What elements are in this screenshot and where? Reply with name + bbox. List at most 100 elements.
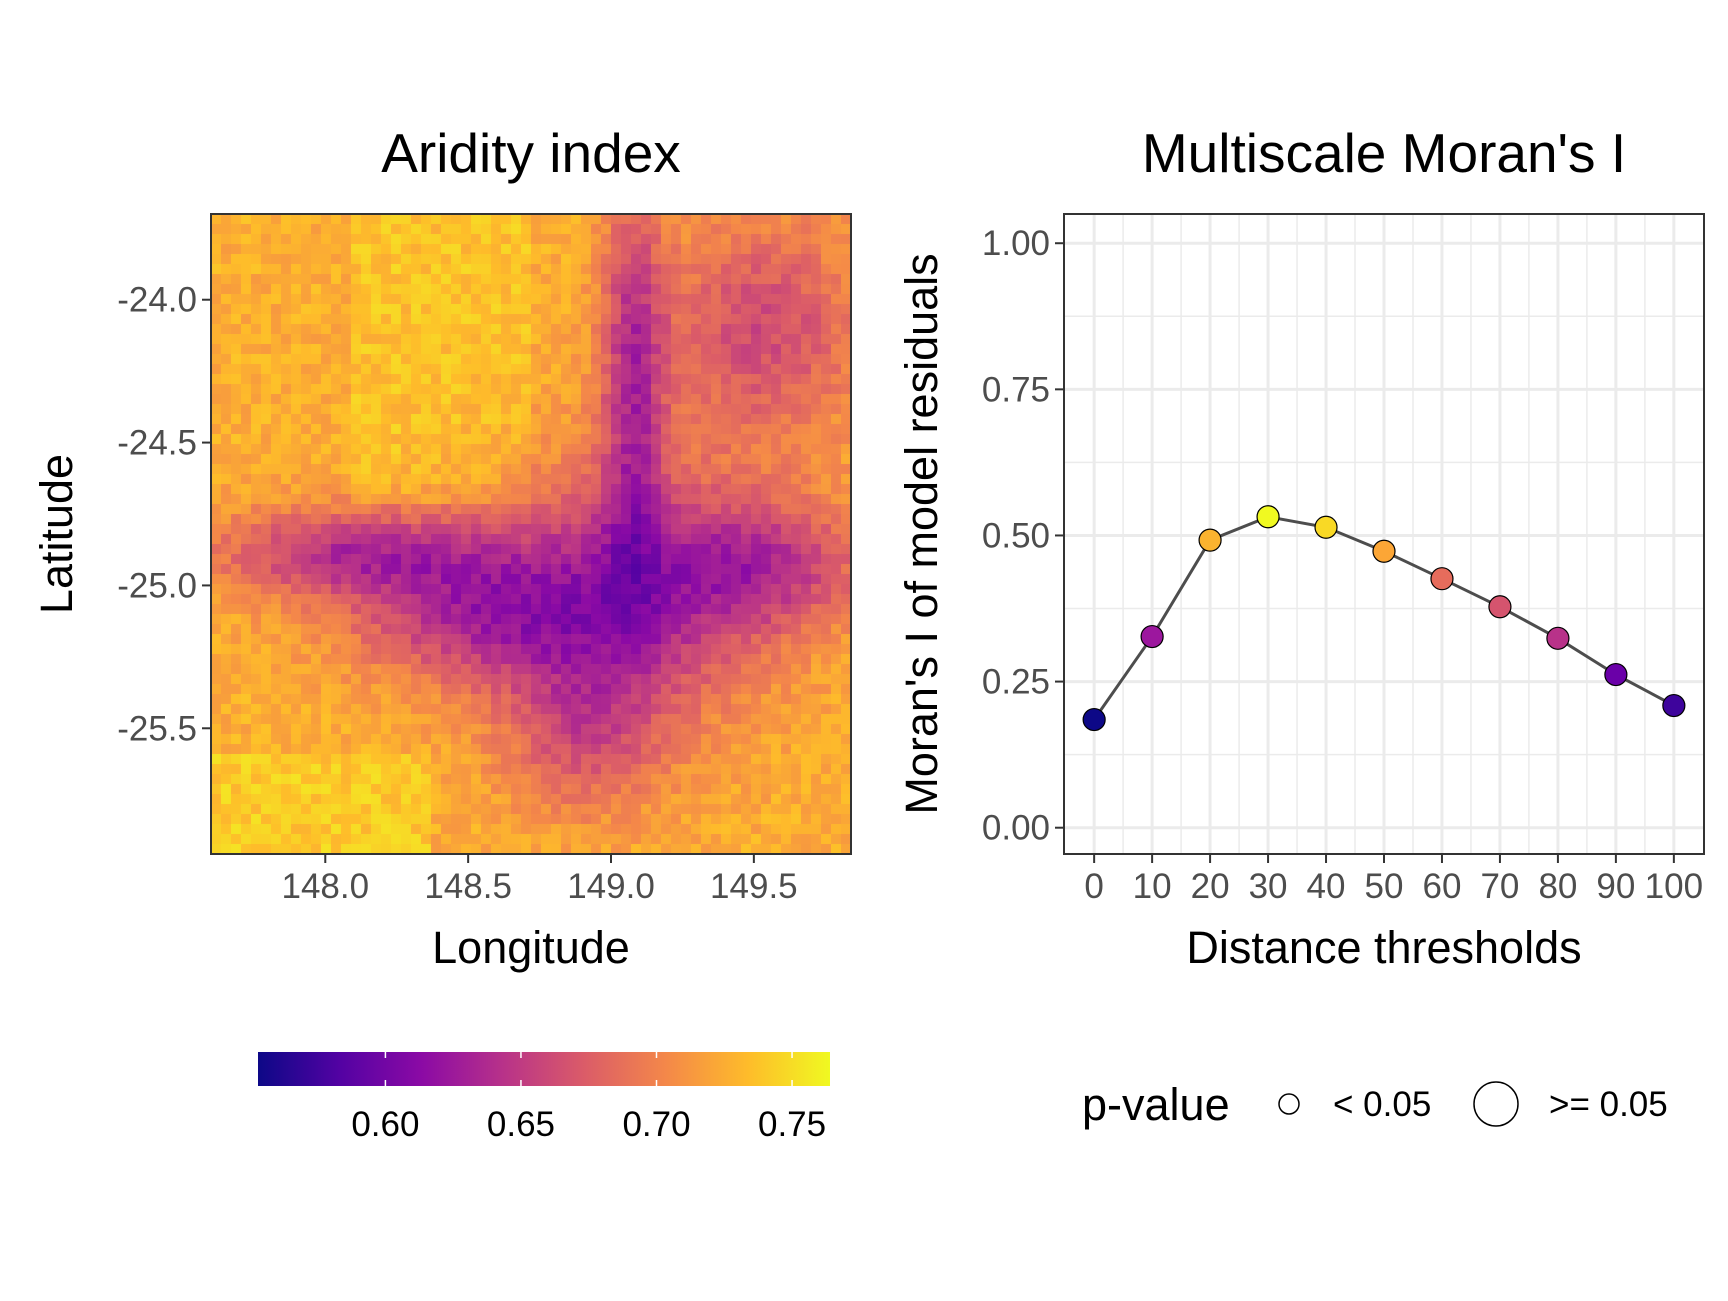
raster-cell — [551, 764, 562, 775]
raster-cell — [241, 764, 252, 775]
raster-cell — [281, 444, 292, 455]
raster-cell — [411, 574, 422, 585]
raster-cell — [321, 504, 332, 515]
raster-cell — [731, 404, 742, 415]
raster-cell — [331, 474, 342, 485]
raster-cell — [271, 334, 282, 345]
raster-cell — [211, 564, 222, 575]
raster-cell — [231, 664, 242, 675]
raster-cell — [561, 464, 572, 475]
raster-cell — [471, 734, 482, 745]
raster-cell — [701, 304, 712, 315]
raster-cell — [501, 654, 512, 665]
raster-cell — [281, 654, 292, 665]
raster-cell — [621, 424, 632, 435]
raster-cell — [401, 394, 412, 405]
raster-cell — [471, 794, 482, 805]
raster-cell — [451, 374, 462, 385]
raster-cell — [311, 604, 322, 615]
raster-cell — [421, 234, 432, 245]
raster-cell — [681, 804, 692, 815]
raster-cell — [551, 794, 562, 805]
raster-cell — [671, 244, 682, 255]
raster-cell — [561, 844, 572, 854]
raster-cell — [481, 304, 492, 315]
raster-cell — [431, 804, 442, 815]
raster-cell — [631, 824, 642, 835]
raster-cell — [481, 384, 492, 395]
raster-cell — [581, 494, 592, 505]
raster-cell — [391, 754, 402, 765]
raster-cell — [731, 354, 742, 365]
raster-cell — [621, 734, 632, 745]
raster-cell — [281, 844, 292, 854]
raster-cell — [301, 714, 312, 725]
raster-cell — [531, 264, 542, 275]
raster-cell — [611, 334, 622, 345]
raster-cell — [421, 604, 432, 615]
raster-cell — [321, 434, 332, 445]
raster-cell — [741, 824, 752, 835]
raster-cell — [331, 804, 342, 815]
raster-cell — [381, 324, 392, 335]
raster-cell — [301, 284, 312, 295]
raster-cell — [511, 354, 522, 365]
raster-cell — [701, 744, 712, 755]
raster-cell — [481, 414, 492, 425]
raster-cell — [771, 354, 782, 365]
raster-cell — [401, 754, 412, 765]
raster-cell — [791, 364, 802, 375]
raster-cell — [681, 724, 692, 735]
raster-cell — [271, 214, 282, 225]
raster-cell — [711, 254, 722, 265]
raster-cell — [691, 774, 702, 785]
raster-cell — [801, 784, 812, 795]
raster-cell — [431, 324, 442, 335]
raster-cell — [341, 214, 352, 225]
raster-cell — [691, 444, 702, 455]
raster-cell — [391, 254, 402, 265]
raster-cell — [831, 454, 842, 465]
raster-cell — [471, 724, 482, 735]
raster-cell — [501, 614, 512, 625]
raster-cell — [521, 554, 532, 565]
raster-cell — [671, 314, 682, 325]
raster-cell — [731, 684, 742, 695]
raster-cell — [821, 424, 832, 435]
raster-cell — [331, 734, 342, 745]
raster-cell — [651, 434, 662, 445]
raster-cell — [341, 504, 352, 515]
raster-cell — [601, 824, 612, 835]
raster-cell — [361, 454, 372, 465]
raster-cell — [681, 504, 692, 515]
raster-cell — [281, 824, 292, 835]
raster-cell — [711, 224, 722, 235]
raster-cell — [461, 584, 472, 595]
raster-cell — [701, 764, 712, 775]
raster-cell — [521, 794, 532, 805]
raster-cell — [331, 464, 342, 475]
raster-cell — [761, 664, 772, 675]
aridity-title: Aridity index — [381, 122, 681, 184]
raster-cell — [221, 394, 232, 405]
raster-cell — [321, 324, 332, 335]
raster-cell — [561, 524, 572, 535]
raster-cell — [611, 684, 622, 695]
raster-cell — [341, 544, 352, 555]
raster-cell — [571, 384, 582, 395]
raster-cell — [621, 384, 632, 395]
raster-cell — [601, 334, 612, 345]
raster-cell — [461, 334, 472, 345]
raster-cell — [411, 654, 422, 665]
raster-cell — [561, 404, 572, 415]
raster-cell — [571, 684, 582, 695]
raster-cell — [421, 614, 432, 625]
raster-cell — [461, 814, 472, 825]
raster-cell — [411, 504, 422, 515]
raster-cell — [531, 664, 542, 675]
raster-cell — [521, 234, 532, 245]
raster-cell — [491, 724, 502, 735]
raster-cell — [331, 544, 342, 555]
raster-cell — [361, 364, 372, 375]
raster-cell — [371, 304, 382, 315]
